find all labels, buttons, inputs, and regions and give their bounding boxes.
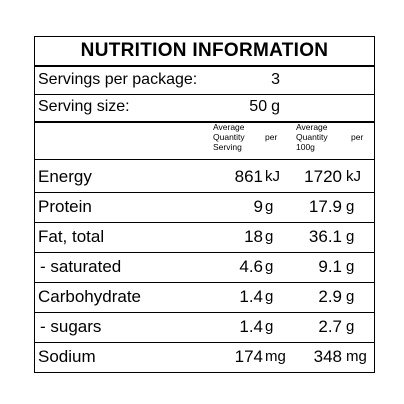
per-100g-unit: mg: [346, 348, 367, 365]
header-word: per: [265, 132, 278, 142]
per-100g-value: 9.1: [318, 257, 342, 276]
nutrient-row-carbohydrate: Carbohydrate 1.4 g 2.9 g: [35, 282, 374, 312]
header-word: per: [351, 132, 364, 142]
per-serving-unit: mg: [265, 348, 286, 365]
nutrient-label: Fat, total: [38, 227, 105, 246]
nutrient-label: Energy: [38, 167, 92, 186]
per-100g-unit: g: [346, 288, 355, 305]
per-serving-value: 4.6: [239, 257, 263, 276]
per-serving-value: 861: [234, 167, 263, 186]
per-serving-unit: g: [265, 258, 274, 275]
per-serving-unit: g: [265, 228, 274, 245]
header-word: Serving: [213, 142, 242, 152]
per-serving-unit: g: [265, 288, 274, 305]
header-word: Quantity: [296, 132, 328, 142]
nutrient-label: - sugars: [40, 317, 102, 336]
divider: [35, 222, 374, 223]
divider: [35, 65, 374, 67]
per-100g-unit: kJ: [346, 168, 361, 185]
nutrient-label: Carbohydrate: [38, 287, 142, 306]
nutrient-row-energy: Energy 861 kJ 1720 kJ: [35, 162, 374, 192]
serving-size-value: 50 g: [249, 98, 280, 115]
per-100g-unit: g: [346, 258, 355, 275]
per-serving-value: 174: [234, 347, 263, 366]
divider: [35, 94, 374, 95]
servings-per-package-value: 3: [271, 71, 280, 88]
per-100g-unit: g: [346, 198, 355, 215]
per-100g-value: 2.7: [318, 317, 342, 336]
per-serving-unit: kJ: [265, 168, 280, 185]
serving-size-row: Serving size: 50 g: [35, 94, 374, 120]
divider: [35, 252, 374, 253]
per-100g-value: 36.1: [308, 227, 342, 246]
per-100g-unit: g: [346, 228, 355, 245]
nutrient-row-sugars: - sugars 1.4 g 2.7 g: [35, 312, 374, 342]
header-word: Average: [213, 122, 245, 132]
servings-per-package-row: Servings per package: 3: [35, 67, 374, 93]
per-serving-value: 1.4: [239, 317, 263, 336]
serving-size-label: Serving size:: [38, 98, 130, 115]
header-word: 100g: [296, 142, 315, 152]
per-serving-value: 18: [244, 227, 263, 246]
divider: [35, 159, 374, 160]
divider: [35, 282, 374, 283]
per-serving-unit: g: [265, 198, 274, 215]
divider: [35, 121, 374, 123]
panel-title: NUTRITION INFORMATION: [80, 40, 329, 61]
nutrient-label: Sodium: [38, 347, 96, 366]
per-100g-value: 17.9: [308, 197, 342, 216]
column-header-per-serving: Average Quantity per Serving: [213, 122, 291, 158]
nutrient-row-fat-total: Fat, total 18 g 36.1 g: [35, 222, 374, 252]
per-serving-unit: g: [265, 318, 274, 335]
header-word: Average: [296, 122, 328, 132]
divider: [35, 312, 374, 313]
nutrient-row-sodium: Sodium 174 mg 348 mg: [35, 342, 374, 372]
nutrient-row-protein: Protein 9 g 17.9 g: [35, 192, 374, 222]
header-word: Quantity: [213, 132, 245, 142]
nutrition-panel: NUTRITION INFORMATION Servings per packa…: [34, 36, 375, 373]
nutrient-label: - saturated: [40, 257, 122, 276]
per-100g-value: 2.9: [318, 287, 342, 306]
per-100g-value: 348: [313, 347, 342, 366]
per-serving-value: 9: [253, 197, 263, 216]
servings-per-package-label: Servings per package:: [38, 71, 198, 88]
column-header-per-100g: Average Quantity per 100g: [296, 122, 374, 158]
nutrient-row-saturated: - saturated 4.6 g 9.1 g: [35, 252, 374, 282]
per-100g-unit: g: [346, 318, 355, 335]
per-serving-value: 1.4: [239, 287, 263, 306]
divider: [35, 192, 374, 193]
per-100g-value: 1720: [304, 167, 342, 186]
divider: [35, 342, 374, 343]
nutrient-label: Protein: [38, 197, 92, 216]
